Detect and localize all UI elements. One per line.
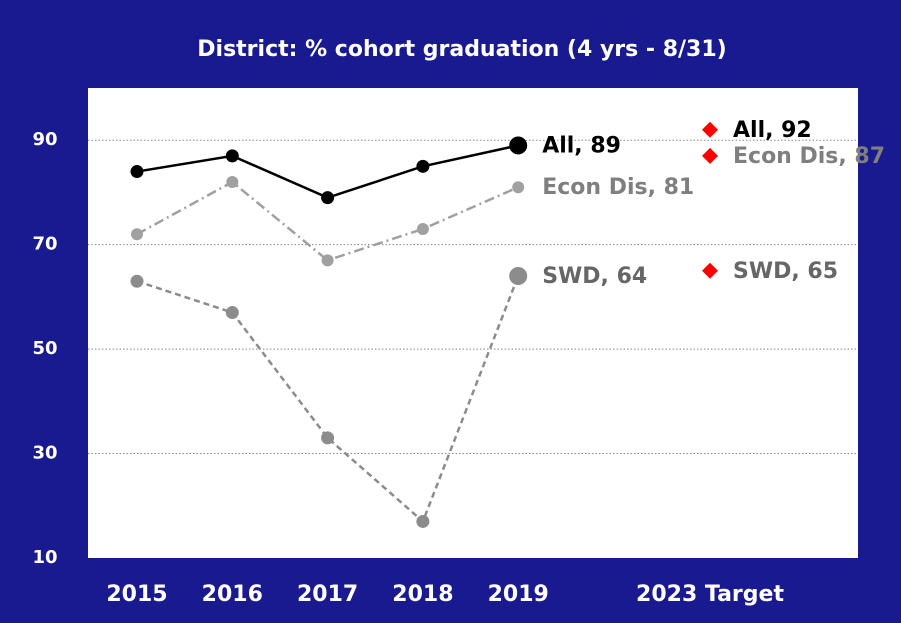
data-label: All, 89 bbox=[542, 133, 621, 158]
target-marker bbox=[702, 147, 718, 164]
data-label: All, 92 bbox=[733, 118, 812, 143]
data-label: Econ Dis, 87 bbox=[733, 144, 885, 169]
point-marker bbox=[321, 254, 334, 267]
point-marker bbox=[225, 149, 239, 163]
point-marker bbox=[416, 159, 430, 173]
x-tick-label: 2016 bbox=[202, 582, 263, 607]
point-marker bbox=[509, 267, 528, 285]
target-marker bbox=[702, 121, 718, 138]
target-marker bbox=[702, 262, 718, 279]
data-label: SWD, 65 bbox=[733, 259, 838, 284]
point-marker bbox=[226, 176, 239, 188]
chart-title: District: % cohort graduation (4 yrs - 8… bbox=[197, 37, 726, 62]
point-marker bbox=[131, 228, 143, 241]
point-marker bbox=[130, 274, 144, 288]
point-marker bbox=[321, 431, 335, 445]
point-marker bbox=[416, 514, 430, 528]
x-tick-label: 2017 bbox=[297, 582, 358, 607]
series-line bbox=[136, 180, 519, 262]
x-tick-label: 2018 bbox=[392, 582, 453, 607]
data-label: SWD, 64 bbox=[542, 264, 647, 289]
plot-area bbox=[88, 88, 858, 558]
point-marker bbox=[509, 136, 528, 155]
point-marker bbox=[416, 223, 429, 235]
y-tick-label: 50 bbox=[32, 338, 57, 359]
y-tick-label: 90 bbox=[32, 129, 57, 150]
y-tick-label: 10 bbox=[32, 547, 57, 568]
series-line bbox=[136, 275, 520, 524]
point-marker bbox=[321, 191, 335, 205]
data-label: Econ Dis, 81 bbox=[542, 175, 694, 200]
point-marker bbox=[130, 165, 144, 179]
x-tick-label: 2015 bbox=[106, 582, 167, 607]
point-marker bbox=[512, 181, 525, 194]
x-tick-label: 2019 bbox=[488, 582, 549, 607]
y-tick-label: 70 bbox=[32, 234, 57, 255]
point-marker bbox=[225, 306, 239, 320]
y-tick-label: 30 bbox=[32, 443, 57, 464]
x-tick-label: 2023 Target bbox=[636, 582, 784, 607]
